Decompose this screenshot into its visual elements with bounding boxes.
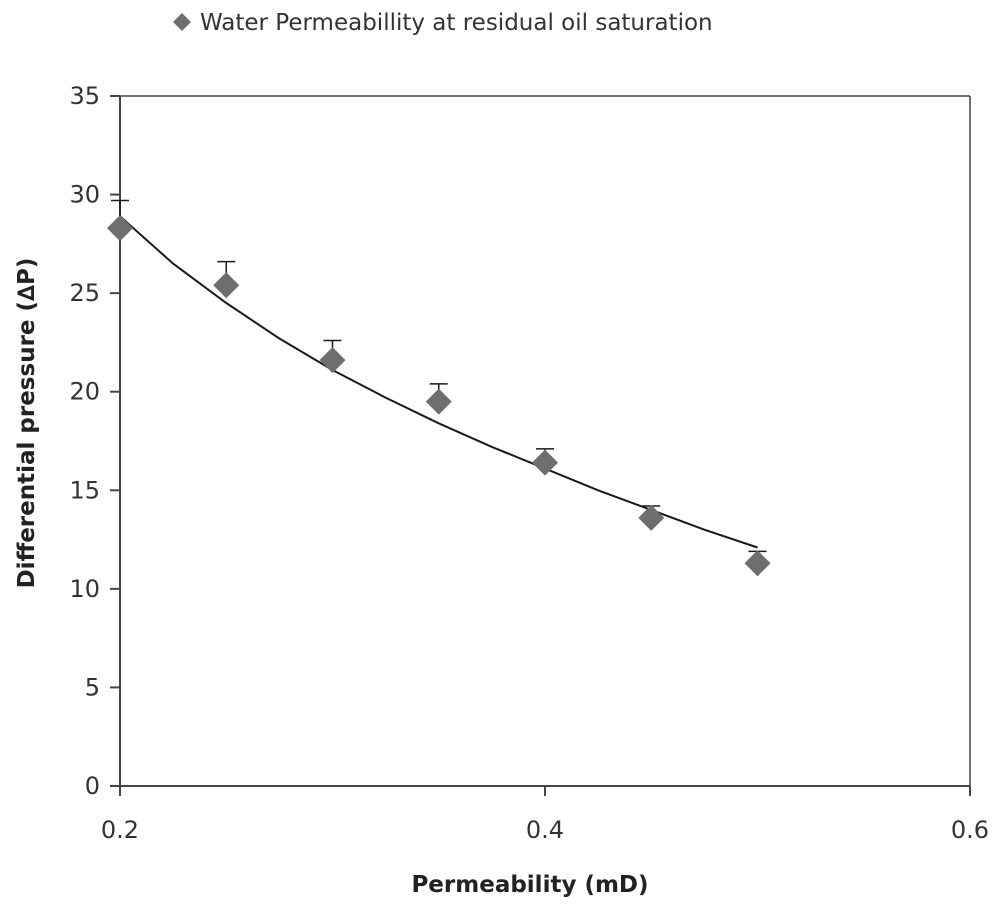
y-tick-label: 30: [69, 181, 100, 209]
trendline-path: [119, 215, 758, 549]
x-tick-label: 0.6: [951, 816, 989, 844]
legend: Water Permeabillity at residual oil satu…: [173, 10, 713, 36]
legend-marker-diamond: [173, 13, 191, 31]
y-axis-title: Differential pressure (∆P): [14, 258, 40, 589]
y-tick-label: 35: [69, 82, 100, 110]
data-point: [638, 504, 665, 531]
y-tick-label: 0: [85, 772, 100, 800]
y-tick-label: 25: [69, 279, 100, 307]
legend-entry-label: Water Permeabillity at residual oil satu…: [200, 10, 713, 36]
y-tick-label: 15: [69, 476, 100, 504]
data-point: [425, 388, 452, 415]
axes: [110, 95, 971, 796]
y-tick-label: 10: [69, 575, 100, 603]
legend-diamond: [173, 13, 191, 31]
y-tick-label: 20: [69, 378, 100, 406]
data-point: [107, 215, 133, 242]
x-tick-label: 0.4: [526, 816, 564, 844]
x-tick-label: 0.2: [101, 816, 139, 844]
trendline: [119, 215, 758, 549]
data-point: [532, 449, 558, 476]
y-tick-label: 5: [85, 673, 100, 701]
error-bars: [111, 199, 767, 564]
tick-labels: 0 5 10 15 20 25 30 35 0.2 0.4 0.6: [69, 82, 989, 844]
data-point: [744, 550, 771, 577]
data-point: [213, 272, 240, 299]
x-axis-title: Permeability (mD): [411, 872, 648, 898]
data-points: [107, 215, 771, 577]
data-point: [319, 347, 346, 374]
